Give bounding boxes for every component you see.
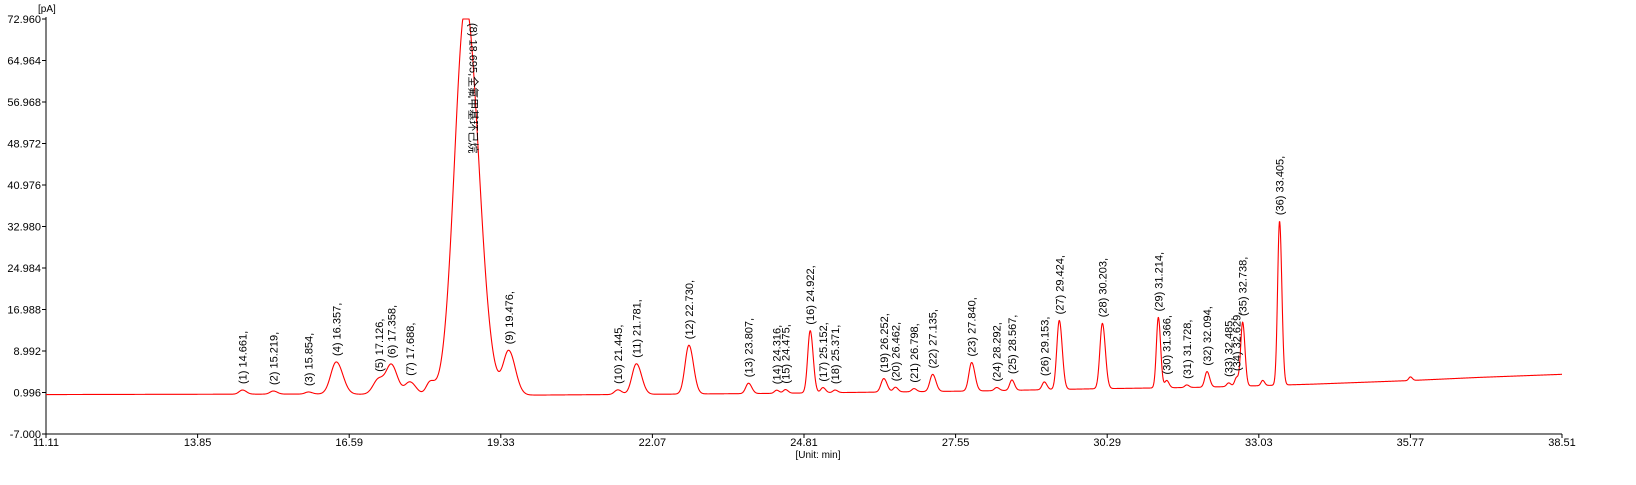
peak-label: (12) 22.730, xyxy=(684,280,696,339)
x-tick-label: 33.03 xyxy=(1245,437,1273,449)
peak-label: (2) 15.219, xyxy=(268,332,280,385)
x-tick-label: 13.85 xyxy=(184,437,212,449)
peak-label: (1) 14.661, xyxy=(237,331,249,384)
peak-label: (22) 27.135, xyxy=(928,309,940,368)
y-tick-label: 64.964 xyxy=(7,56,41,68)
peak-label: (28) 30.203, xyxy=(1097,258,1109,317)
y-tick-label: 56.968 xyxy=(7,97,41,109)
y-tick-label: 48.972 xyxy=(7,139,41,151)
peak-label: (13) 23.807, xyxy=(744,318,756,377)
peak-label: (21) 26.798, xyxy=(909,323,921,382)
x-unit-label: [Unit: min] xyxy=(795,450,840,461)
peak-label: (14) 24.316, xyxy=(772,325,784,384)
peak-label: (29) 31.214, xyxy=(1153,252,1165,311)
x-axis: 11.11 13.85 16.59 19.33 22.07 24.81 27.55 30.29… xyxy=(33,434,1576,449)
peak-label: (9) 19.476, xyxy=(504,291,516,344)
x-tick-label: 38.51 xyxy=(1548,437,1576,449)
peak-label: (31) 31.728, xyxy=(1182,320,1194,379)
peak-label: (7) 17.688, xyxy=(405,323,417,376)
peak-label: (16) 24.922, xyxy=(805,265,817,324)
x-tick-label: 24.81 xyxy=(790,437,818,449)
x-tick-label: 22.07 xyxy=(639,437,667,449)
y-tick-label: 8.992 xyxy=(13,346,41,358)
peak-label: (20) 26.462, xyxy=(890,322,902,381)
peak-label: (4) 16.357, xyxy=(331,303,343,356)
y-tick-label: 16.988 xyxy=(7,305,41,317)
y-tick-label: 0.996 xyxy=(13,388,41,400)
peak-label: (27) 29.424, xyxy=(1054,255,1066,314)
x-tick-label: 11.11 xyxy=(33,437,59,449)
x-tick-label: 16.59 xyxy=(335,437,363,449)
y-tick-label: 24.984 xyxy=(7,263,41,275)
x-tick-label: 30.29 xyxy=(1093,437,1121,449)
peak-label: (25) 28.567, xyxy=(1007,315,1019,374)
peak-labels: (1) 14.661, (2) 15.219, (3) 15.854, (4) 16.… xyxy=(237,23,1286,386)
x-tick-label: 19.33 xyxy=(487,437,515,449)
peak-label: (30) 31.366, xyxy=(1162,315,1174,374)
x-tick-label: 27.55 xyxy=(942,437,970,449)
y-tick-label: -7.000 xyxy=(10,429,41,441)
peak-label: (33) 32.485, xyxy=(1224,318,1236,377)
peak-label: (17) 25.152, xyxy=(818,322,830,381)
peak-label: (11) 21.781, xyxy=(631,299,643,358)
peak-label: (15) 24.475, xyxy=(780,324,792,383)
peak-label: (18) 25.371, xyxy=(830,325,842,384)
peak-label: (26) 29.153, xyxy=(1039,317,1051,376)
peak-label: (24) 28.292, xyxy=(992,322,1004,381)
peak-label: (23) 27.840, xyxy=(967,297,979,356)
signal-trace xyxy=(45,18,1563,396)
y-axis: -7.000 0.996 8.992 16.988 24.984 32.980 40.976… xyxy=(7,14,46,441)
peak-label: (19) 26.252, xyxy=(879,313,891,372)
peak-label: (36) 33.405, xyxy=(1275,156,1287,215)
signal-layer xyxy=(45,18,1563,396)
y-unit-label: [pA] xyxy=(38,4,56,15)
y-tick-label: 40.976 xyxy=(7,180,41,192)
x-tick-label: 35.77 xyxy=(1397,437,1425,449)
peak-label: (35) 32.738, xyxy=(1238,257,1250,316)
y-tick-label: 72.960 xyxy=(7,14,41,26)
peak-label: (6) 17.358, xyxy=(387,305,399,358)
peak-label: (10) 21.445, xyxy=(613,325,625,384)
peak-label: (32) 32.094, xyxy=(1202,306,1214,365)
peak-label: (34) 32.629, xyxy=(1232,312,1244,371)
peak-label: (5) 17.126, xyxy=(374,319,386,372)
y-tick-label: 32.980 xyxy=(7,222,41,234)
peak-label: (3) 15.854, xyxy=(303,333,315,386)
peak-label: (8) 18.695,全氟甲基环己烷 xyxy=(467,23,481,153)
